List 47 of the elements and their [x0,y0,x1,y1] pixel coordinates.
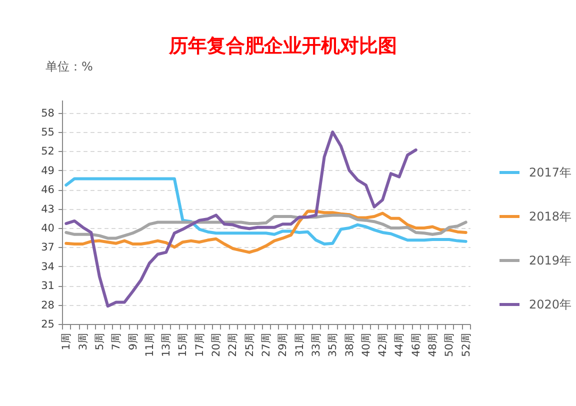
y-tick-label: 25 [41,318,54,330]
y-tick-label: 49 [41,164,54,177]
x-tick-label: 31周 [294,332,306,357]
legend-label: 2020年 [529,298,572,312]
x-tick-label: 17周 [194,332,206,357]
x-tick-label: 52周 [460,332,472,357]
x-tick-label: 38周 [344,332,356,357]
x-tick-label: 7周 [110,332,123,350]
y-axis-title: 单位：% [46,60,93,74]
y-tick-label: 28 [41,299,54,312]
y-tick-label: 58 [41,107,54,120]
chart-title: 历年复合肥企业开机对比图 [168,35,397,57]
x-tick-label: 11周 [144,332,156,357]
x-tick-label: 15周 [177,332,190,357]
y-tick-label: 31 [41,280,54,292]
x-tick-label: 27周 [260,332,272,357]
x-tick-label: 5周 [94,332,106,350]
x-tick-label: 9周 [127,332,140,350]
y-tick-label: 40 [41,222,54,234]
legend-label: 2019年 [529,254,572,268]
x-tick-label: 40周 [360,332,372,357]
y-tick-label: 37 [41,242,54,254]
x-tick-label: 1周 [60,332,73,350]
x-tick-label: 3周 [77,332,90,350]
y-tick-label: 52 [41,146,54,158]
x-tick-label: 13周 [160,332,173,357]
x-tick-label: 42周 [377,332,390,357]
x-tick-label: 22周 [227,332,240,357]
line-series [64,210,468,254]
line-series [64,177,468,246]
line-series [64,130,418,308]
legend-label: 2017年 [529,166,572,180]
y-tick-label: 43 [41,203,54,216]
y-tick-label: 46 [41,184,55,196]
y-tick-label: 34 [41,260,55,273]
x-tick-label: 50周 [444,332,456,357]
x-tick-label: 20周 [210,332,223,357]
x-tick-label: 29周 [277,332,290,357]
legend-label: 2018年 [529,210,572,224]
x-tick-label: 46周 [410,332,422,357]
x-tick-label: 25周 [244,332,256,357]
x-tick-label: 48周 [427,332,440,357]
x-tick-label: 35周 [327,332,340,357]
line-series [64,214,468,240]
y-tick-label: 55 [41,126,54,138]
x-tick-label: 33周 [310,332,322,357]
x-tick-label: 44周 [394,332,406,357]
